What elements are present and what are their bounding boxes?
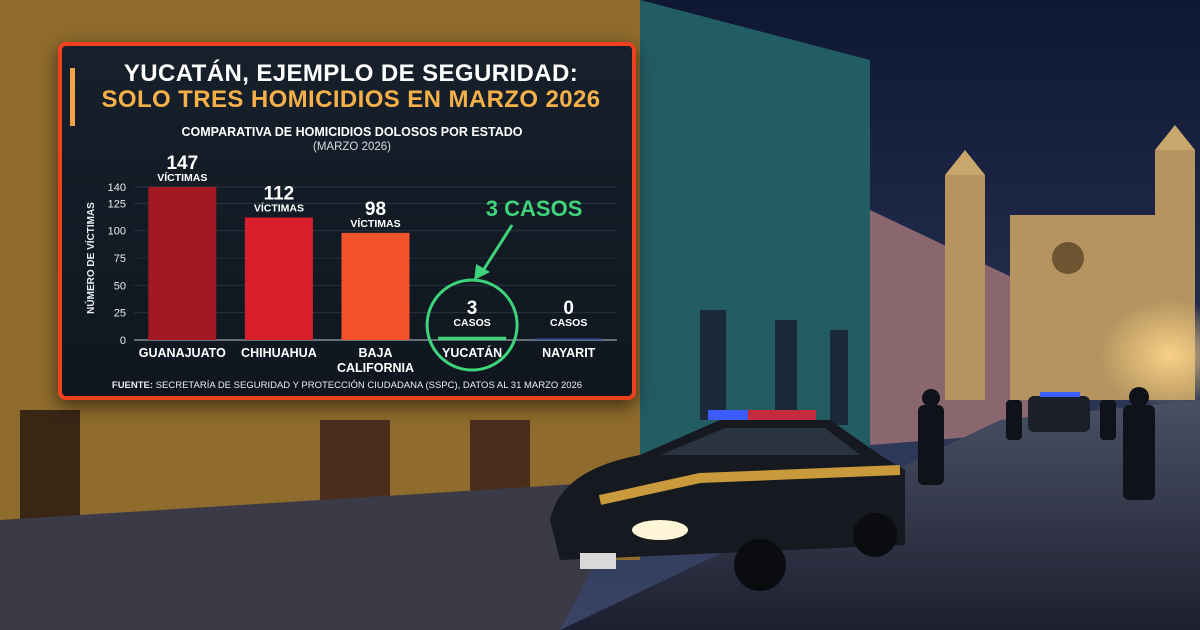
police-officers xyxy=(918,387,1155,500)
source-prefix: FUENTE: xyxy=(111,380,154,391)
bar-yucatán xyxy=(438,336,507,340)
source-text: SECRETARÍA DE SEGURIDAD Y PROTECCIÓN CIU… xyxy=(153,380,583,391)
source-note: FUENTE: SECRETARÍA DE SEGURIDAD Y PROTEC… xyxy=(62,380,632,391)
bar-chihuahua xyxy=(244,217,313,340)
data-label-unit: CASOS xyxy=(550,317,587,329)
bar-baja-california xyxy=(341,232,410,340)
x-tick-label: CHIHUAHUA xyxy=(241,346,317,360)
data-label-unit: VÍCTIMAS xyxy=(350,217,400,230)
y-axis-label: NÚMERO DE VÍCTIMAS xyxy=(84,202,97,314)
data-label-value: 112 xyxy=(264,184,295,205)
annotation-arrow-shaft xyxy=(480,224,514,273)
data-label-unit: CASOS xyxy=(453,317,490,329)
y-tick-label: 50 xyxy=(114,280,126,292)
data-label-value: 3 xyxy=(467,298,478,319)
y-tick-label: 100 xyxy=(108,226,126,238)
x-tick-label: YUCATÁN xyxy=(442,345,502,360)
headline-line-2: SOLO TRES HOMICIDIOS EN MARZO 2026 xyxy=(101,86,601,113)
chart-subtitle: (MARZO 2026) xyxy=(313,141,391,153)
annotation-arrow-head xyxy=(474,264,491,280)
x-tick-label: GUANAJUATO xyxy=(139,346,226,360)
bar-guanajuato xyxy=(148,186,217,340)
y-tick-label: 125 xyxy=(108,198,126,210)
bar-nayarit xyxy=(534,338,603,340)
data-label-value: 0 xyxy=(563,298,574,319)
highlight-circle xyxy=(425,278,519,372)
y-tick-label: 75 xyxy=(114,253,126,265)
x-tick-label: NAYARIT xyxy=(542,346,596,360)
police-car xyxy=(550,410,905,591)
chart-title: COMPARATIVA DE HOMICIDIOS DOLOSOS POR ES… xyxy=(181,125,523,139)
data-label-value: 98 xyxy=(365,199,386,220)
headline-accent-bar xyxy=(70,68,75,126)
y-tick-label: 0 xyxy=(120,335,126,347)
y-tick-label: 140 xyxy=(108,182,126,194)
headline-line-1: YUCATÁN, EJEMPLO DE SEGURIDAD: xyxy=(123,60,579,87)
data-label-unit: VÍCTIMAS xyxy=(157,171,207,184)
x-tick-label: BAJA xyxy=(358,346,392,360)
y-tick-label: 25 xyxy=(114,308,126,320)
x-tick-label: CALIFORNIA xyxy=(337,361,414,375)
data-label-value: 147 xyxy=(166,153,198,174)
bar-chart: 0 25 50 75 100 125 140 NÚMERO DE VÍCTIMAS GUANAJ… xyxy=(84,153,617,375)
annotation-label: 3 CASOS xyxy=(486,196,583,221)
chart-card: YUCATÁN, EJEMPLO DE SEGURIDAD: SOLO TRES… xyxy=(58,42,636,400)
data-label-unit: VÍCTIMAS xyxy=(254,202,304,215)
